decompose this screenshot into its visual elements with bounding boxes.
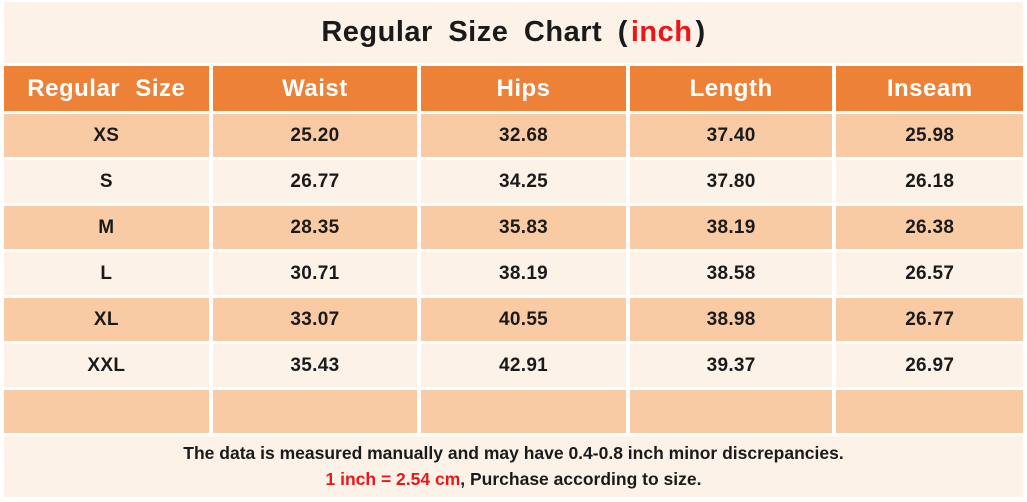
page-title: Regular Size Chart (inch)	[4, 2, 1023, 63]
empty-cell	[4, 390, 209, 433]
waist-cell: 33.07	[212, 298, 418, 341]
inseam-cell: 26.97	[836, 344, 1023, 387]
footer-note-line2: 1 inch = 2.54 cm, Purchase according to …	[326, 469, 702, 490]
size-table: Regular Size Waist Hips Length Inseam XS…	[0, 63, 1027, 436]
hips-cell: 32.68	[421, 114, 626, 157]
empty-cell	[212, 390, 418, 433]
size-cell: XXL	[4, 344, 209, 387]
table-row-empty	[4, 390, 1023, 433]
length-cell: 37.80	[629, 160, 833, 203]
length-cell: 38.19	[629, 206, 833, 249]
hips-cell: 40.55	[421, 298, 626, 341]
empty-cell	[629, 390, 833, 433]
size-cell: M	[4, 206, 209, 249]
empty-cell	[421, 390, 626, 433]
table-row-xl: XL 33.07 40.55 38.98 26.77	[4, 298, 1023, 341]
table-header-row: Regular Size Waist Hips Length Inseam	[4, 66, 1023, 111]
header-cell-length: Length	[629, 66, 833, 111]
length-cell: 38.98	[629, 298, 833, 341]
length-cell: 38.58	[629, 252, 833, 295]
inseam-cell: 26.77	[836, 298, 1023, 341]
inseam-cell: 25.98	[836, 114, 1023, 157]
footer-note: The data is measured manually and may ha…	[4, 436, 1023, 497]
table-row-l: L 30.71 38.19 38.58 26.57	[4, 252, 1023, 295]
hips-cell: 42.91	[421, 344, 626, 387]
purchase-advice-text: , Purchase according to size.	[460, 469, 702, 489]
size-cell: XS	[4, 114, 209, 157]
title-suffix: )	[695, 16, 706, 48]
table-row-s: S 26.77 34.25 37.80 26.18	[4, 160, 1023, 203]
title-prefix: Regular Size Chart (	[321, 16, 628, 48]
hips-cell: 34.25	[421, 160, 626, 203]
size-cell: L	[4, 252, 209, 295]
table-row-xxl: XXL 35.43 42.91 39.37 26.97	[4, 344, 1023, 387]
hips-cell: 35.83	[421, 206, 626, 249]
inseam-cell: 26.18	[836, 160, 1023, 203]
header-cell-regular-size: Regular Size	[4, 66, 209, 111]
hips-cell: 38.19	[421, 252, 626, 295]
waist-cell: 25.20	[212, 114, 418, 157]
length-cell: 37.40	[629, 114, 833, 157]
unit-conversion-text: 1 inch = 2.54 cm	[325, 469, 461, 489]
empty-cell	[836, 390, 1023, 433]
inseam-cell: 26.57	[836, 252, 1023, 295]
waist-cell: 30.71	[212, 252, 418, 295]
size-cell: S	[4, 160, 209, 203]
table-row-xs: XS 25.20 32.68 37.40 25.98	[4, 114, 1023, 157]
title-unit: inch	[630, 16, 693, 48]
footer-note-line1: The data is measured manually and may ha…	[183, 443, 844, 463]
header-cell-inseam: Inseam	[836, 66, 1023, 111]
header-cell-waist: Waist	[212, 66, 418, 111]
length-cell: 39.37	[629, 344, 833, 387]
inseam-cell: 26.38	[836, 206, 1023, 249]
waist-cell: 28.35	[212, 206, 418, 249]
waist-cell: 35.43	[212, 344, 418, 387]
table-row-m: M 28.35 35.83 38.19 26.38	[4, 206, 1023, 249]
header-cell-hips: Hips	[421, 66, 626, 111]
waist-cell: 26.77	[212, 160, 418, 203]
size-cell: XL	[4, 298, 209, 341]
